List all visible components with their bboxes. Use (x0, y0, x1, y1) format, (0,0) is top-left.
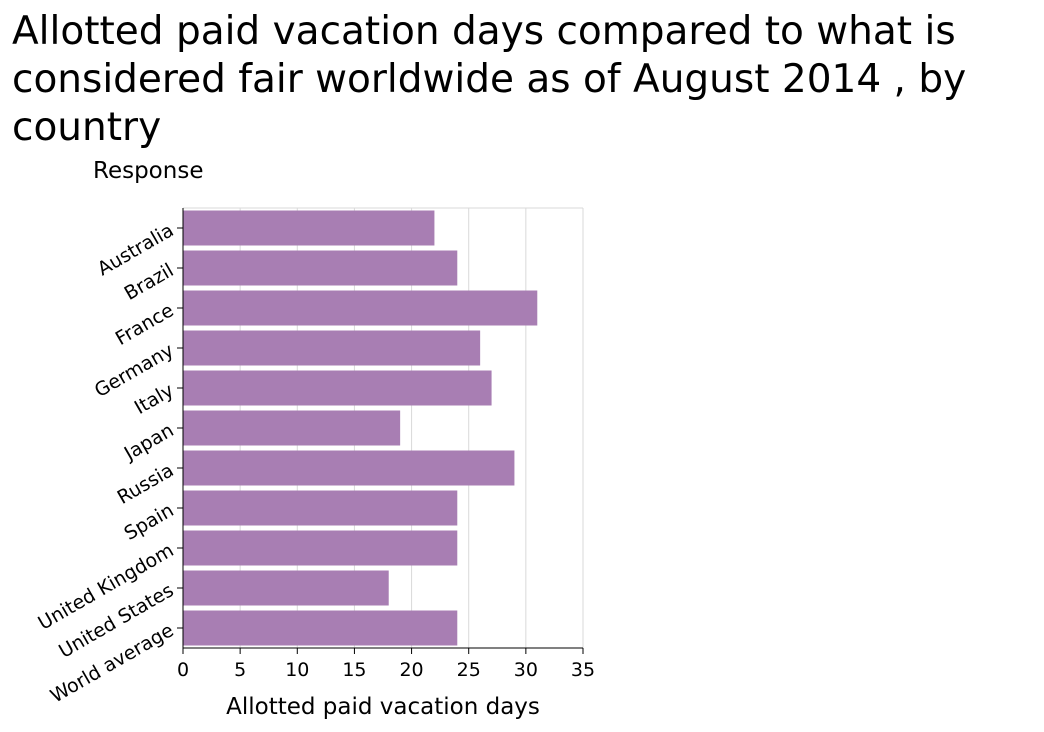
bar-france (183, 290, 538, 326)
bar-russia (183, 450, 515, 486)
x-tick-label: 20 (399, 659, 423, 681)
x-tick-label: 10 (285, 659, 309, 681)
x-axis-title: Allotted paid vacation days (226, 694, 540, 720)
bar-world-average (183, 610, 458, 646)
x-tick-label: 25 (457, 659, 481, 681)
bar-japan (183, 410, 401, 446)
bar-germany (183, 330, 481, 366)
bar-australia (183, 210, 435, 246)
x-tick-label: 0 (177, 659, 189, 681)
y-tick-label: Italy (131, 379, 178, 419)
bar-united-states (183, 570, 389, 606)
bar-brazil (183, 250, 458, 286)
y-axis-title: Response (93, 158, 204, 184)
x-tick-label: 15 (342, 659, 366, 681)
bar-united-kingdom (183, 530, 458, 566)
bar-italy (183, 370, 492, 406)
y-tick-label: Japan (120, 419, 178, 465)
y-tick-label: Russia (114, 459, 178, 509)
x-tick-label: 30 (514, 659, 538, 681)
x-tick-label: 5 (234, 659, 246, 681)
x-tick-label: 35 (571, 659, 595, 681)
bar-spain (183, 490, 458, 526)
bars (183, 210, 538, 646)
chart-title: Allotted paid vacation days compared to … (12, 9, 967, 150)
